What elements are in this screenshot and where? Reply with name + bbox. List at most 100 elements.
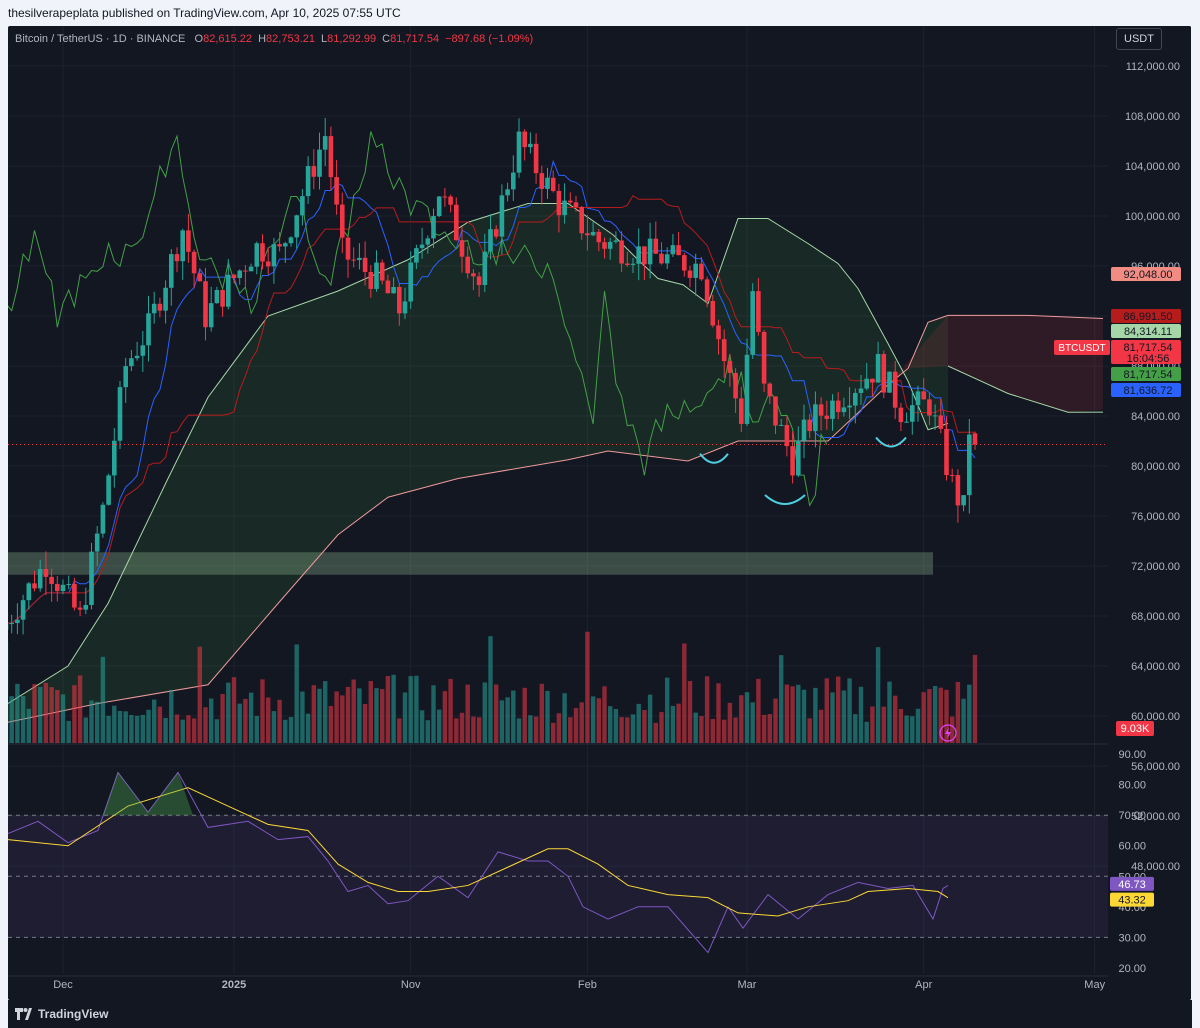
volume-bar <box>499 700 505 743</box>
volume-bar <box>294 644 299 743</box>
candle-body <box>32 583 37 589</box>
volume-bar <box>243 698 248 743</box>
candle-body <box>277 244 282 247</box>
volume-bar <box>465 684 470 743</box>
volume-bar <box>277 699 282 743</box>
candle-body <box>123 366 128 388</box>
volume-bar <box>140 714 145 743</box>
volume-bar <box>112 705 117 743</box>
candle-body <box>573 202 579 207</box>
volume-bar <box>853 714 858 743</box>
footer-brand: TradingView <box>38 1007 109 1021</box>
candle-body <box>739 398 744 424</box>
candle-body <box>556 190 562 216</box>
candle-body <box>197 273 203 282</box>
candle-body <box>334 177 339 205</box>
time-tick-label: Mar <box>738 979 757 991</box>
volume-bar <box>117 710 123 743</box>
volume-bar <box>784 684 790 743</box>
last-price-tag-bg <box>1111 340 1181 364</box>
volume-bar <box>60 694 66 743</box>
volume-bar <box>841 690 847 743</box>
chart-canvas[interactable]: 112,000.00 108,000.00 104,000.00 100,000.00… <box>8 26 1191 1000</box>
volume-bar <box>722 719 727 743</box>
volume-bar <box>66 720 71 743</box>
candle-body <box>391 287 396 294</box>
volume-bar <box>351 679 356 743</box>
candle-body <box>727 361 733 373</box>
candle-body <box>408 262 413 302</box>
symbol-name: Bitcoin / TetherUS · 1D · BINANCE <box>15 33 186 45</box>
volume-bar <box>334 691 339 743</box>
volume-bar <box>653 722 658 743</box>
volume-bar <box>813 687 818 743</box>
volume-bar <box>858 686 864 743</box>
rsi-value-tag: 46.73 <box>1118 879 1146 891</box>
candle-body <box>841 407 847 413</box>
volume-bar <box>733 717 738 743</box>
span-a-line-ext <box>947 365 1104 413</box>
low-label: L <box>321 33 328 45</box>
volume-bar <box>9 696 14 743</box>
candle-body <box>300 196 305 216</box>
candle-body <box>288 237 294 244</box>
volume-bar <box>203 707 208 743</box>
volume-bar <box>374 688 379 743</box>
volume-bar <box>967 684 972 743</box>
last-price-tag: 81,717.54 <box>1124 342 1173 354</box>
candle-body <box>431 216 436 239</box>
candle-body <box>311 166 317 177</box>
candle-body <box>653 238 659 254</box>
volume-bar <box>283 719 288 743</box>
price-tick-label: 64,000.00 <box>1131 661 1180 673</box>
time-tick-label: 2025 <box>222 979 246 991</box>
candle-body <box>733 372 738 399</box>
candle-body <box>237 270 242 279</box>
candle-body <box>482 251 488 286</box>
volume-bar <box>961 698 966 743</box>
chart-frame[interactable]: 112,000.00 108,000.00 104,000.00 100,000.00… <box>8 26 1191 1000</box>
volume-bar <box>642 709 647 743</box>
candle-body <box>203 281 208 328</box>
candle-body <box>892 371 898 408</box>
candle-body <box>801 419 807 441</box>
cloud-fill-bearish <box>888 315 1103 413</box>
cloud-fill <box>8 203 948 723</box>
candle-body <box>362 257 368 272</box>
candle-body <box>465 256 470 274</box>
volume-bar <box>801 689 807 743</box>
volume-bar <box>807 718 812 743</box>
candle-body <box>374 262 379 289</box>
candle-body <box>642 246 647 265</box>
candle-body <box>949 474 955 476</box>
volume-bar <box>414 675 419 743</box>
volume-bar <box>551 722 556 743</box>
volume-bar <box>528 715 533 743</box>
time-tick-label: May <box>1084 979 1105 991</box>
volume-bar <box>796 684 801 743</box>
candle-body <box>596 231 602 243</box>
candle-body <box>887 371 892 393</box>
candle-body <box>328 136 334 178</box>
volume-bar <box>248 692 254 743</box>
volume-bar <box>362 703 368 743</box>
volume-bars <box>8 631 978 743</box>
volume-bar <box>15 683 20 743</box>
rsi-band-fill <box>8 815 1108 938</box>
rsi-line <box>8 771 949 954</box>
span-a-price-tag: 84,314.11 <box>1124 326 1172 338</box>
candle-body <box>37 569 43 589</box>
volume-bar <box>608 706 613 743</box>
currency-button[interactable]: USDT <box>1116 28 1162 50</box>
candle-body <box>191 251 197 274</box>
volume-bar <box>157 706 163 743</box>
volume-bar <box>613 708 619 743</box>
candle-body <box>915 391 921 406</box>
candle-body <box>112 440 117 476</box>
candle-body <box>904 421 909 423</box>
candle-body <box>340 204 345 238</box>
pattern-arc <box>764 494 806 505</box>
volume-bar <box>887 681 892 743</box>
volume-bar <box>630 714 636 743</box>
volume-bar <box>254 715 259 743</box>
